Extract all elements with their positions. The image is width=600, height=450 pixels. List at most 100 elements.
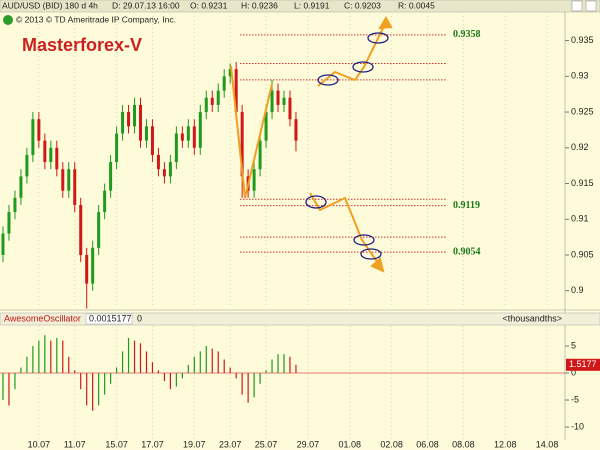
candle-body [1,233,5,255]
x-tick-label: 29.07 [297,439,320,449]
watermark: Masterforex-V [22,35,142,55]
x-tick-label: 19.07 [183,439,206,449]
level-label: 0.9119 [453,200,480,211]
x-tick-label: 11.07 [64,439,86,449]
candle-body [294,119,298,141]
candle-body [127,112,131,127]
x-tick-label: 08.08 [452,439,475,449]
copyright: © 2013 © TD Ameritrade IP Company, Inc. [16,14,176,24]
candle-body [186,126,190,141]
candle-body [270,90,274,113]
y-tick-label: 0.93 [571,71,589,81]
candle-body [133,104,137,127]
y-tick-label: 0.915 [571,178,594,188]
close: C: 0.9203 [344,0,381,10]
y-tick-label: -10 [571,421,584,431]
candle-body [67,169,71,191]
open: O: 0.9231 [190,0,228,10]
candle-body [210,97,214,105]
header-bar [0,0,600,13]
candle-body [264,112,268,141]
y-tick-label: 0 [571,367,576,377]
y-tick-label: 0.91 [571,214,589,224]
low: L: 0.9191 [294,0,330,10]
osc-title: AwesomeOscillator [4,313,81,323]
x-tick-label: 14.08 [536,439,559,449]
y-tick-label: 0.9 [571,285,584,295]
info-icon [3,15,13,25]
candle-body [121,112,125,134]
candle-body [168,162,172,177]
x-tick-label: 15.07 [105,439,128,449]
candle-body [103,190,107,213]
candle-body [162,169,166,177]
x-tick-label: 02.08 [380,439,403,449]
candle-body [85,254,89,284]
x-tick-label: 23.07 [219,439,242,449]
candle-body [288,97,292,120]
y-tick-label: -5 [571,394,579,404]
candle-body [192,126,196,148]
candle-body [174,133,178,163]
candle-body [31,119,35,155]
candle-body [115,133,119,163]
candle-body [240,112,244,177]
y-tick-label: 0.925 [571,106,594,116]
candle-body [7,212,11,234]
candle-body [204,97,208,113]
y-tick-label: 5 [571,340,576,350]
candle-body [97,212,101,248]
candle-body [139,104,143,141]
candle-body [144,126,148,141]
y-tick-label: 0.935 [571,35,594,45]
high: H: 0.9236 [241,0,278,10]
toolbar-icon[interactable] [585,0,597,12]
x-tick-label: 25.07 [255,439,278,449]
osc-setting: 0 [137,313,142,323]
x-tick-label: 12.08 [494,439,517,449]
date: D: 29.07.13 16:00 [112,0,180,10]
current-value: 1.5177 [569,359,597,369]
candle-body [61,169,65,191]
x-tick-label: 17.07 [141,439,164,449]
candle-body [228,69,232,77]
y-tick-label: 0.92 [571,142,589,152]
candle-body [150,126,154,155]
osc-header [0,312,600,326]
candle-body [25,154,29,177]
candle-body [276,90,280,105]
candle-body [91,247,95,284]
candle-body [109,162,113,191]
range: R: 0.0045 [398,0,435,10]
candle-body [282,97,286,105]
x-tick-label: 01.08 [338,439,361,449]
level-label: 0.9054 [453,246,481,257]
candle-body [43,140,47,163]
symbol: AUD/USD (BID) 180 d 4h [2,0,98,10]
annotation-ellipses [305,32,389,260]
x-tick-label: 10.07 [28,439,51,449]
candle-body [216,90,220,105]
candle-body [234,69,238,113]
candle-body [222,76,226,91]
toolbar-icon[interactable] [571,0,583,12]
candle-body [252,169,256,191]
candle-body [156,154,160,170]
candle-body [198,112,202,148]
candle-body [73,169,77,205]
candle-body [19,176,23,198]
osc-unit: <thousandths> [502,313,562,323]
candle-body [49,147,53,163]
candle-body [55,147,59,170]
candle-body [180,133,184,141]
candle-body [37,119,41,141]
level-label: 0.9358 [453,29,481,40]
y-tick-label: 0.905 [571,249,594,259]
osc-value: 0.0015177 [89,313,132,323]
current-value-tag [566,358,600,371]
candle-body [79,204,83,255]
osc-value-box [85,313,133,325]
candle-body [13,197,17,213]
